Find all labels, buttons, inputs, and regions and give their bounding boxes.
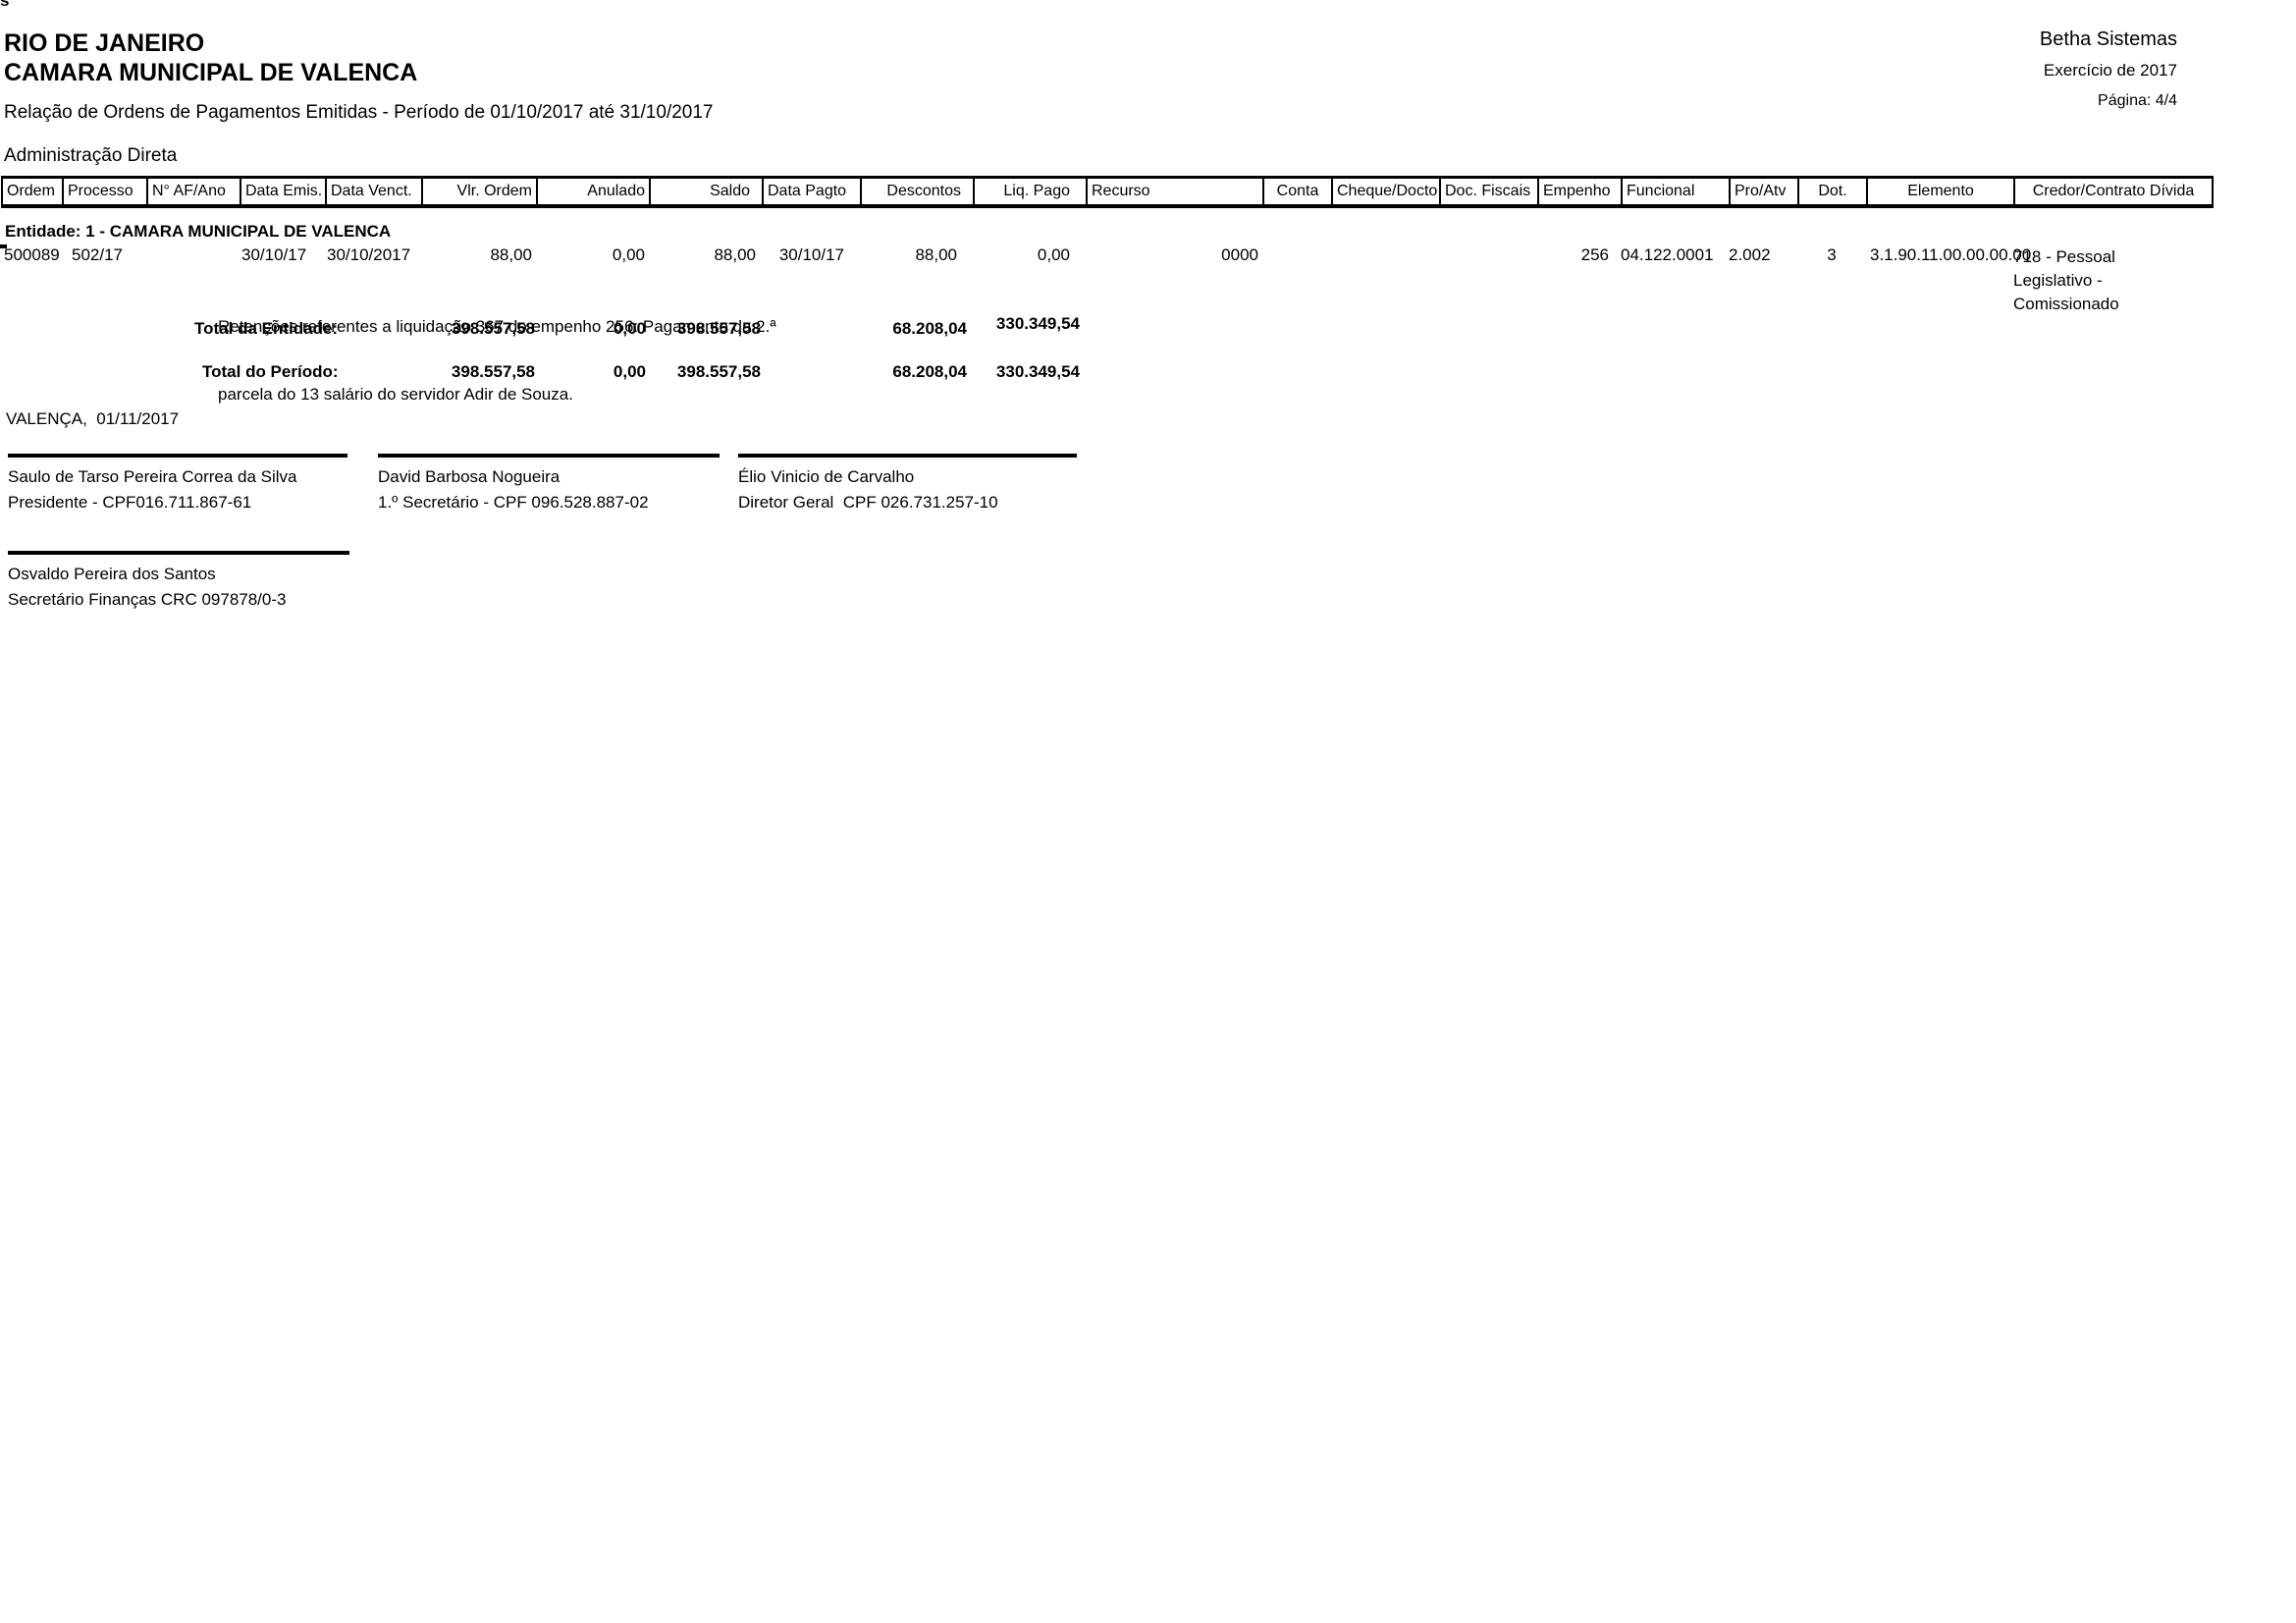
- cell-data-emis: 30/10/17: [241, 245, 307, 264]
- period-totals-label: Total do Período:: [202, 362, 339, 381]
- row-description: Retenções referentes a liquidação 367 do…: [218, 270, 776, 451]
- column-header-data-venct: Data Venct.: [327, 179, 423, 204]
- signature-block-finance: Osvaldo Pereira dos Santos Secretário Fi…: [8, 551, 349, 610]
- cell-doc-fiscais: [1439, 245, 1537, 316]
- signature-name: Osvaldo Pereira dos Santos: [8, 565, 216, 583]
- signature-block-director: Élio Vinicio de Carvalho Diretor Geral C…: [738, 454, 1077, 513]
- cell-descontos: 88,00: [915, 245, 957, 264]
- column-header-saldo: Saldo: [651, 179, 764, 204]
- column-header-cheque-docto: Cheque/Docto: [1333, 179, 1441, 204]
- cell-anulado: 0,00: [612, 245, 645, 264]
- cell-conta: [1262, 245, 1331, 316]
- exercise-label: Exercício de 2017: [2043, 61, 2177, 80]
- cell-recurso: 0000: [1221, 245, 1258, 264]
- table-header-row: Ordem Processo N° AF/Ano Data Emis. Data…: [1, 176, 2214, 208]
- entity-totals-label: Total da Entidade:: [194, 319, 339, 338]
- column-header-funcional: Funcional: [1623, 179, 1731, 204]
- column-header-ordem: Ordem: [3, 179, 64, 204]
- period-total-anulado: 0,00: [613, 362, 646, 381]
- credor-value: 718 - Pessoal Legislativo - Comissionado: [2013, 247, 2119, 313]
- entity-title: CAMARA MUNICIPAL DE VALENCA: [4, 59, 418, 86]
- entity-totals-row: Total da Entidade: 398.557,58 0,00 398.5…: [0, 314, 2296, 343]
- column-header-doc-fiscais: Doc. Fiscais: [1441, 179, 1539, 204]
- cell-cheque-docto: [1331, 245, 1439, 316]
- column-header-elemento: Elemento: [1868, 179, 2015, 204]
- signature-line: [378, 454, 720, 458]
- column-header-liq-pago: Liq. Pago: [975, 179, 1088, 204]
- cell-empenho: 256: [1580, 245, 1609, 264]
- entity-total-descontos: 68.208,04: [892, 319, 967, 338]
- period-totals-row: Total do Período: 398.557,58 0,00 398.55…: [0, 362, 2296, 386]
- entity-total-anulado: 0,00: [613, 319, 646, 338]
- column-header-dot: Dot.: [1799, 179, 1868, 204]
- period-total-liq-pago: 330.349,54: [995, 362, 1080, 381]
- print-artifact-corner: s: [0, 0, 10, 10]
- column-header-data-emis: Data Emis.: [241, 179, 327, 204]
- page-number: Página: 4/4: [2098, 92, 2177, 109]
- cell-saldo: 88,00: [714, 245, 756, 264]
- cell-processo: 502/17: [72, 245, 123, 264]
- table-row: 500089 502/17 30/10/17 30/10/2017 88,00 …: [1, 245, 2210, 316]
- signature-role: 1.º Secretário - CPF 096.528.887-02: [378, 493, 649, 512]
- report-title: Relação de Ordens de Pagamentos Emitidas…: [4, 102, 714, 123]
- entity-total-liq-pago: 330.349,54: [995, 314, 1080, 333]
- column-header-data-pagto: Data Pagto: [764, 179, 862, 204]
- signature-name: David Barbosa Nogueira: [378, 467, 561, 486]
- cell-pro-atv: 2.002: [1729, 245, 1771, 264]
- column-header-credor: Credor/Contrato Dívida: [2032, 183, 2195, 199]
- column-header-vlr-ordem: Vlr. Ordem: [423, 179, 538, 204]
- period-total-vlr-ordem: 398.557,58: [451, 362, 535, 381]
- entity-group-header: Entidade: 1 - CAMARA MUNICIPAL DE VALENC…: [5, 222, 392, 241]
- signature-role: Secretário Finanças CRC 097878/0-3: [8, 590, 287, 609]
- signature-block-president: Saulo de Tarso Pereira Correa da Silva P…: [8, 454, 347, 513]
- column-header-empenho: Empenho: [1539, 179, 1623, 204]
- signature-block-secretary: David Barbosa Nogueira 1.º Secretário - …: [378, 454, 720, 513]
- print-artifact-dash: [0, 244, 7, 248]
- state-title: RIO DE JANEIRO: [4, 29, 205, 57]
- cell-elemento: 3.1.90.11.00.00.00.00: [1870, 245, 2032, 264]
- period-total-saldo: 398.557,58: [676, 362, 761, 381]
- period-total-descontos: 68.208,04: [892, 362, 967, 381]
- column-header-recurso: Recurso: [1088, 179, 1264, 204]
- signature-name: Saulo de Tarso Pereira Correa da Silva: [8, 467, 297, 486]
- cell-liq-pago: 0,00: [1037, 245, 1070, 264]
- entity-total-saldo: 398.557,58: [676, 319, 761, 338]
- signature-line: [738, 454, 1077, 458]
- cell-ordem: 500089: [4, 245, 60, 264]
- signature-role: Presidente - CPF016.711.867-61: [8, 493, 252, 512]
- vendor-name: Betha Sistemas: [2039, 28, 2177, 50]
- cell-funcional: 04.122.0001: [1621, 245, 1714, 264]
- signature-line: [8, 454, 347, 458]
- row-description-line2: parcela do 13 salário do servidor Adir d…: [218, 385, 573, 404]
- cell-vlr-ordem: 88,00: [490, 245, 532, 264]
- column-header-pro-atv: Pro/Atv: [1731, 179, 1799, 204]
- column-header-conta: Conta: [1264, 179, 1333, 204]
- place-date: VALENÇA, 01/11/2017: [6, 409, 180, 428]
- signature-name: Élio Vinicio de Carvalho: [738, 467, 915, 486]
- cell-data-pagto: 30/10/17: [778, 245, 844, 264]
- entity-total-vlr-ordem: 398.557,58: [451, 319, 535, 338]
- signature-role: Diretor Geral CPF 026.731.257-10: [738, 493, 998, 512]
- cell-credor: 718 - Pessoal Legislativo - Comissionado: [2013, 245, 2210, 316]
- signature-line: [8, 551, 349, 555]
- cell-dot: 3: [1827, 245, 1837, 264]
- cell-data-venct: 30/10/2017: [327, 245, 411, 264]
- row-description-line1: Retenções referentes a liquidação 367 do…: [218, 317, 776, 336]
- column-header-processo: Processo: [64, 179, 148, 204]
- administration-type: Administração Direta: [4, 145, 178, 166]
- column-header-af-ano: N° AF/Ano: [148, 179, 241, 204]
- column-header-descontos: Descontos: [862, 179, 975, 204]
- column-header-anulado: Anulado: [538, 179, 651, 204]
